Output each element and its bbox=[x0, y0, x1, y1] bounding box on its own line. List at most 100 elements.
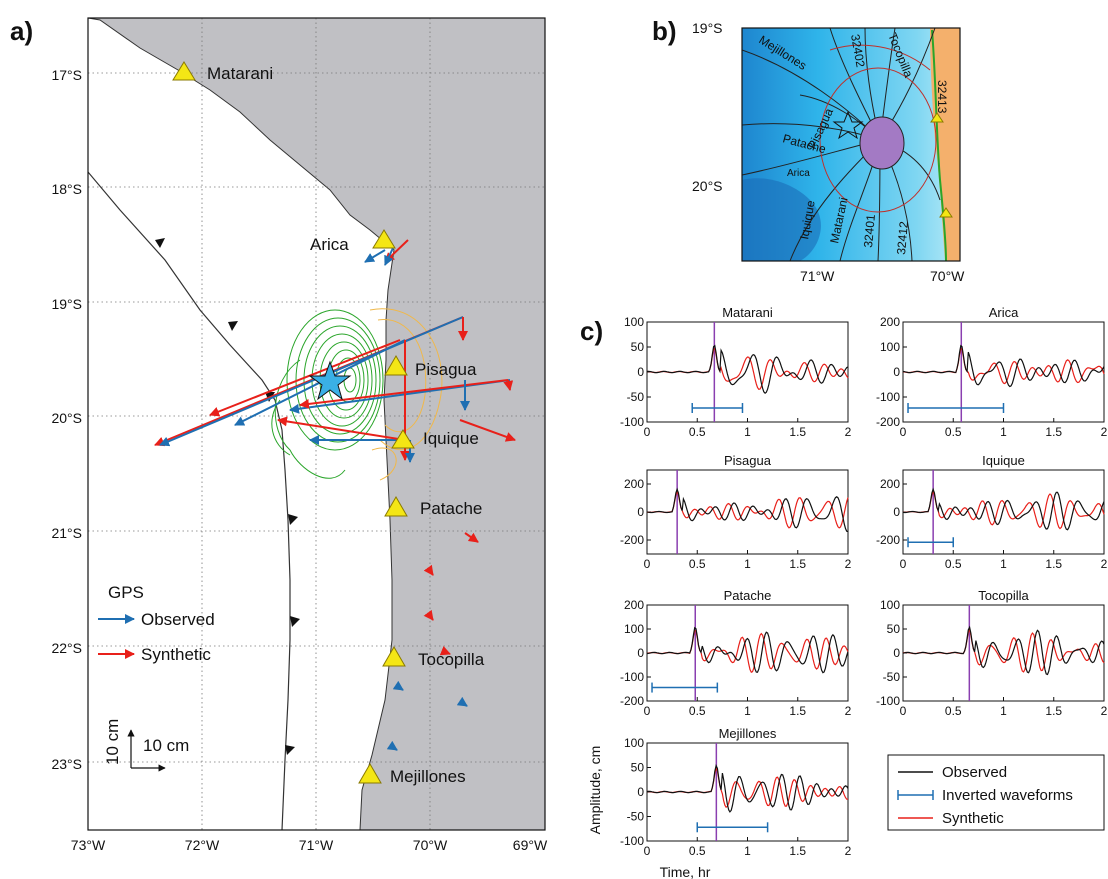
ray-label: Iquique bbox=[797, 199, 818, 241]
y-tick-label: 200 bbox=[880, 315, 900, 329]
station-label-matarani: Matarani bbox=[207, 64, 273, 83]
lat-tick: 23°S bbox=[51, 756, 82, 772]
observed-trace bbox=[646, 763, 849, 813]
lat-tick: 20°S bbox=[692, 178, 723, 194]
panel-b-label: b) bbox=[652, 16, 677, 46]
y-tick-label: -50 bbox=[883, 670, 901, 684]
y-tick-label: -100 bbox=[620, 834, 644, 848]
triangle-icon bbox=[382, 646, 406, 667]
x-tick-label: 1.5 bbox=[1045, 557, 1062, 571]
source-region-ellipse bbox=[859, 116, 905, 170]
station-label-patache: Patache bbox=[420, 499, 482, 518]
panel-c-label: c) bbox=[580, 316, 603, 346]
x-tick-label: 0 bbox=[644, 425, 651, 439]
uplift-contours bbox=[369, 308, 443, 481]
panel-a-map: a) bbox=[10, 16, 548, 853]
waveform-title: Mejillones bbox=[719, 726, 777, 741]
station-label-pisagua: Pisagua bbox=[415, 360, 477, 379]
x-tick-label: 0.5 bbox=[945, 704, 962, 718]
waveform-title: Tocopilla bbox=[978, 588, 1029, 603]
waveform-plot: Matarani -100 -50 0 50 100 0 0.5 1 1.5 2 bbox=[620, 305, 852, 439]
station-label-arica: Arica bbox=[310, 235, 349, 254]
y-tick-label: 50 bbox=[887, 622, 901, 636]
panel-b-map: b) bbox=[652, 16, 965, 284]
y-tick-label: 100 bbox=[624, 622, 644, 636]
y-tick-label: 200 bbox=[624, 477, 644, 491]
lon-tick: 72°W bbox=[185, 837, 220, 853]
lon-tick: 71°W bbox=[800, 268, 835, 284]
observed-trace bbox=[646, 344, 849, 395]
epicenter-star-icon bbox=[308, 360, 352, 401]
y-tick-label: -100 bbox=[876, 390, 900, 404]
scale-arrows: 10 cm 10 cm bbox=[103, 719, 189, 772]
y-tick-label: 50 bbox=[631, 761, 645, 775]
waveform-title: Arica bbox=[989, 305, 1019, 320]
x-tick-label: 2 bbox=[845, 425, 852, 439]
triangle-icon bbox=[358, 763, 382, 784]
synthetic-trace bbox=[647, 766, 848, 809]
y-tick-label: -100 bbox=[620, 415, 644, 429]
y-tick-label: -200 bbox=[620, 694, 644, 708]
x-tick-label: 0 bbox=[900, 704, 907, 718]
y-tick-label: -200 bbox=[876, 533, 900, 547]
legend-inverted: Inverted waveforms bbox=[942, 787, 1073, 804]
waveform-title: Patache bbox=[724, 588, 772, 603]
waveform-title: Iquique bbox=[982, 453, 1025, 468]
x-tick-label: 1.5 bbox=[789, 425, 806, 439]
y-tick-label: -200 bbox=[620, 533, 644, 547]
x-tick-label: 1 bbox=[744, 557, 751, 571]
y-tick-label: 0 bbox=[637, 365, 644, 379]
lat-tick: 21°S bbox=[51, 525, 82, 541]
gps-legend-synthetic: Synthetic bbox=[141, 645, 211, 664]
lon-tick: 71°W bbox=[299, 837, 334, 853]
legend-synthetic: Synthetic bbox=[942, 810, 1004, 827]
x-tick-label: 0 bbox=[900, 557, 907, 571]
lon-tick: 69°W bbox=[513, 837, 548, 853]
x-tick-label: 0 bbox=[900, 425, 907, 439]
legend-observed: Observed bbox=[942, 764, 1007, 781]
lon-tick: 73°W bbox=[71, 837, 106, 853]
lat-tick: 19°S bbox=[692, 20, 723, 36]
y-tick-label: 200 bbox=[624, 598, 644, 612]
waveform-title: Pisagua bbox=[724, 453, 772, 468]
y-tick-label: 0 bbox=[637, 785, 644, 799]
waveform-legend: Observed Inverted waveforms Synthetic bbox=[887, 754, 1105, 831]
y-tick-label: 0 bbox=[637, 646, 644, 660]
x-tick-label: 1.5 bbox=[789, 557, 806, 571]
waveform-plot: Tocopilla -100 -50 0 50 100 0 0.5 1 1.5 2 bbox=[876, 588, 1108, 718]
y-tick-label: -100 bbox=[876, 694, 900, 708]
panel-a-label: a) bbox=[10, 16, 33, 46]
scale-vertical-label: 10 cm bbox=[103, 719, 122, 765]
x-tick-label: 0 bbox=[644, 557, 651, 571]
ray-label: 32402 bbox=[848, 33, 868, 69]
y-tick-label: 0 bbox=[893, 646, 900, 660]
x-tick-label: 1 bbox=[744, 425, 751, 439]
station-triangles bbox=[172, 61, 415, 784]
observed-trace bbox=[902, 625, 1105, 676]
y-tick-label: 200 bbox=[880, 477, 900, 491]
x-tick-label: 2 bbox=[845, 844, 852, 858]
x-tick-label: 1 bbox=[744, 844, 751, 858]
y-tick-label: 0 bbox=[893, 365, 900, 379]
x-tick-label: 2 bbox=[1101, 425, 1108, 439]
x-tick-label: 1.5 bbox=[789, 704, 806, 718]
x-axis-label: Time, hr bbox=[660, 864, 711, 879]
observed-trace bbox=[902, 487, 1105, 531]
observed-trace bbox=[646, 626, 849, 674]
ray-label: Arica bbox=[787, 168, 810, 179]
lat-tick: 17°S bbox=[51, 67, 82, 83]
observed-trace bbox=[646, 487, 849, 533]
waveform-plot: Arica -200 -100 0 100 200 0 0.5 1 1.5 2 bbox=[876, 305, 1108, 439]
y-tick-label: -50 bbox=[627, 390, 645, 404]
y-tick-label: 50 bbox=[631, 340, 645, 354]
y-tick-label: 100 bbox=[880, 598, 900, 612]
x-tick-label: 2 bbox=[1101, 704, 1108, 718]
epicenter-star-icon bbox=[832, 110, 864, 140]
y-tick-label: -50 bbox=[627, 810, 645, 824]
y-tick-label: -200 bbox=[876, 415, 900, 429]
x-tick-label: 0 bbox=[644, 844, 651, 858]
triangle-icon bbox=[391, 429, 415, 449]
gps-arrows bbox=[154, 239, 516, 751]
